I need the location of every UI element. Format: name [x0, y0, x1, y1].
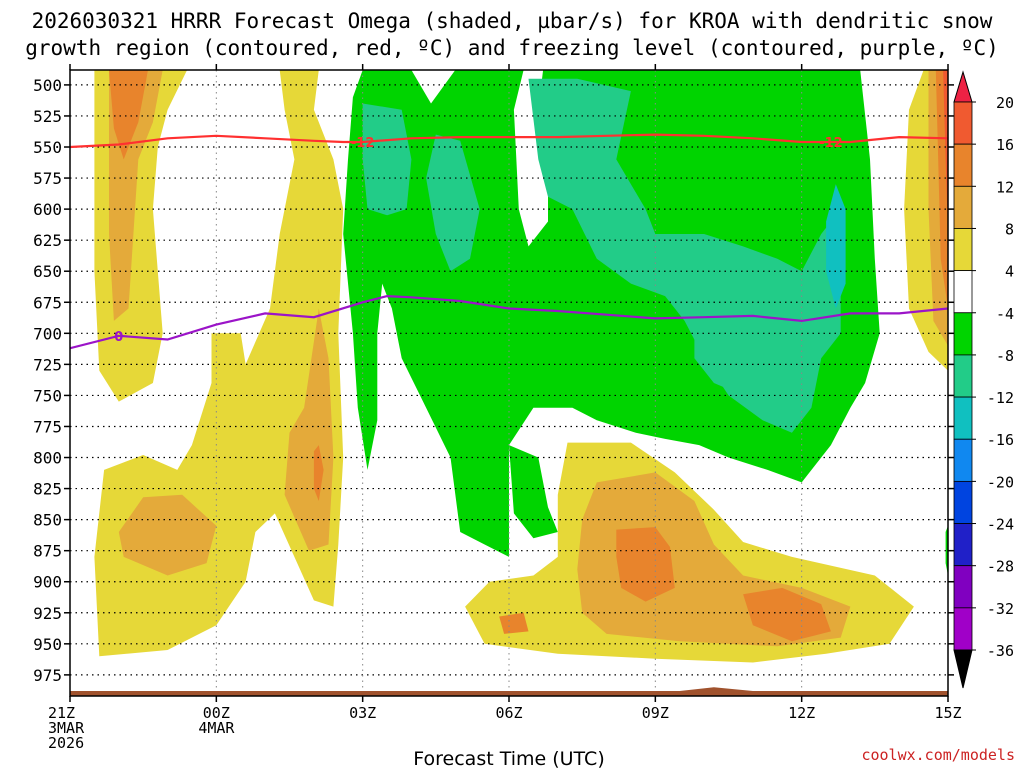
colorbar-swatch-3 — [953, 228, 973, 272]
colorbar-label-3: 8 — [1005, 220, 1014, 238]
y-tick-label-975: 975 — [33, 666, 62, 685]
ground-terrain — [70, 687, 948, 696]
plot-area: -12 -12 0 — [69, 69, 949, 697]
colorbar-label-2: 12 — [996, 178, 1014, 196]
omega-teal-c — [528, 78, 841, 433]
contours: -12 -12 0 — [70, 133, 948, 350]
freezing-level-contour-line-label-0: 0 — [114, 330, 123, 345]
grid-lines — [70, 70, 948, 696]
y-tick-label-850: 850 — [33, 511, 62, 530]
y-tick-label-825: 825 — [33, 480, 62, 499]
colorbar-swatch-10 — [953, 523, 973, 567]
x-axis-title: Forecast Time (UTC) — [413, 748, 604, 768]
colorbar-label-8: -16 — [987, 431, 1014, 449]
colorbar-swatch-5 — [953, 312, 973, 356]
y-tick-label-600: 600 — [33, 200, 62, 219]
colorbar-label-0: 20 — [996, 94, 1014, 112]
x-tick-label-15Z-0: 15Z — [934, 704, 961, 722]
colorbar-label-13: -36 — [987, 642, 1014, 660]
chart-title-line-1: 2026030321 HRRR Forecast Omega (shaded, … — [32, 9, 993, 33]
y-tick-label-925: 925 — [33, 604, 62, 623]
x-tick-label-00Z-1: 4MAR — [198, 719, 235, 737]
y-tick-label-575: 575 — [33, 169, 62, 188]
x-tick-label-21Z-0: 21Z — [48, 704, 75, 722]
dgz-contour-line-label-0: -12 — [351, 136, 375, 151]
y-tick-label-875: 875 — [33, 542, 62, 561]
colorbar-label-12: -32 — [987, 600, 1014, 618]
colorbar-swatch-4 — [953, 270, 973, 314]
x-tick-label-21Z-2: 2026 — [48, 734, 84, 752]
y-tick-label-775: 775 — [33, 417, 62, 436]
y-tick-label-950: 950 — [33, 635, 62, 654]
y-tick-label-525: 525 — [33, 107, 62, 126]
freezing-level-contour-line — [70, 294, 948, 350]
omega-teal-b — [426, 134, 480, 272]
x-tick-label-09Z-0: 09Z — [642, 704, 669, 722]
y-tick-label-700: 700 — [33, 324, 62, 343]
omega-teal-d — [694, 308, 763, 396]
x-tick-label-12Z-0: 12Z — [788, 704, 815, 722]
y-tick-label-900: 900 — [33, 573, 62, 592]
colorbar: 20 16 12 8 4 -4 -8 -12 -16 -20 -24 -28 -32 -36 — [953, 70, 1014, 689]
y-tick-label-500: 500 — [33, 76, 62, 95]
x-tick-label-00Z-0: 00Z — [203, 704, 230, 722]
omega-red-right-edge — [943, 70, 948, 234]
omega-orange-mid-tower — [313, 445, 324, 501]
colorbar-label-4: 4 — [1005, 263, 1014, 281]
omega-shading — [94, 70, 948, 663]
y-tick-label-800: 800 — [33, 449, 62, 468]
colorbar-swatch-0 — [953, 101, 973, 145]
y-tick-label-550: 550 — [33, 138, 62, 157]
x-tick-label-03Z-0: 03Z — [349, 704, 376, 722]
colorbar-label-10: -24 — [987, 516, 1014, 534]
colorbar-swatch-8 — [953, 438, 973, 482]
dgz-contour-line — [70, 133, 948, 149]
colorbar-bottom-arrow — [953, 649, 973, 689]
colorbar-swatch-1 — [953, 143, 973, 187]
omega-green-main — [343, 70, 880, 557]
colorbar-label-6: -8 — [996, 347, 1014, 365]
omega-gold-lower-left — [118, 494, 217, 576]
omega-orange-lower-right-b — [743, 587, 831, 642]
x-tick-label-21Z-1: 3MAR — [48, 719, 85, 737]
x-tick-label-06Z-0: 06Z — [495, 704, 522, 722]
omega-orange-lower-right-a — [616, 527, 675, 602]
y-tick-label-650: 650 — [33, 262, 62, 281]
omega-cyan-a — [826, 184, 846, 309]
credit-text: coolwx.com/models — [861, 746, 1015, 764]
colorbar-label-5: -4 — [996, 305, 1014, 323]
colorbar-swatch-7 — [953, 396, 973, 440]
colorbar-top-arrow — [953, 70, 973, 103]
colorbar-swatch-11 — [953, 565, 973, 609]
omega-gold-mid-tower — [284, 308, 334, 551]
y-tick-label-625: 625 — [33, 231, 62, 250]
omega-green-tail — [509, 445, 558, 539]
colorbar-swatch-2 — [953, 185, 973, 229]
omega-teal-a — [362, 103, 412, 216]
colorbar-swatch-9 — [953, 480, 973, 524]
y-axis: 500 525 550 575 600 625 650 675 700 725 750 775 800 8… — [33, 76, 954, 685]
colorbar-label-9: -20 — [987, 473, 1014, 491]
y-tick-label-675: 675 — [33, 293, 62, 312]
chart-title-line-2: growth region (contoured, red, ºC) and f… — [25, 36, 999, 60]
colorbar-label-7: -12 — [987, 389, 1014, 407]
dgz-contour-line-label-1: -12 — [819, 136, 843, 151]
ground-layer — [70, 687, 948, 696]
y-tick-label-750: 750 — [33, 386, 62, 405]
colorbar-label-1: 16 — [996, 136, 1014, 154]
omega-orange-small — [499, 612, 529, 634]
colorbar-swatch-6 — [953, 354, 973, 398]
colorbar-swatch-12 — [953, 607, 973, 651]
omega-orange-left-core — [109, 70, 148, 160]
y-tick-label-725: 725 — [33, 355, 62, 374]
colorbar-label-11: -28 — [987, 558, 1014, 576]
